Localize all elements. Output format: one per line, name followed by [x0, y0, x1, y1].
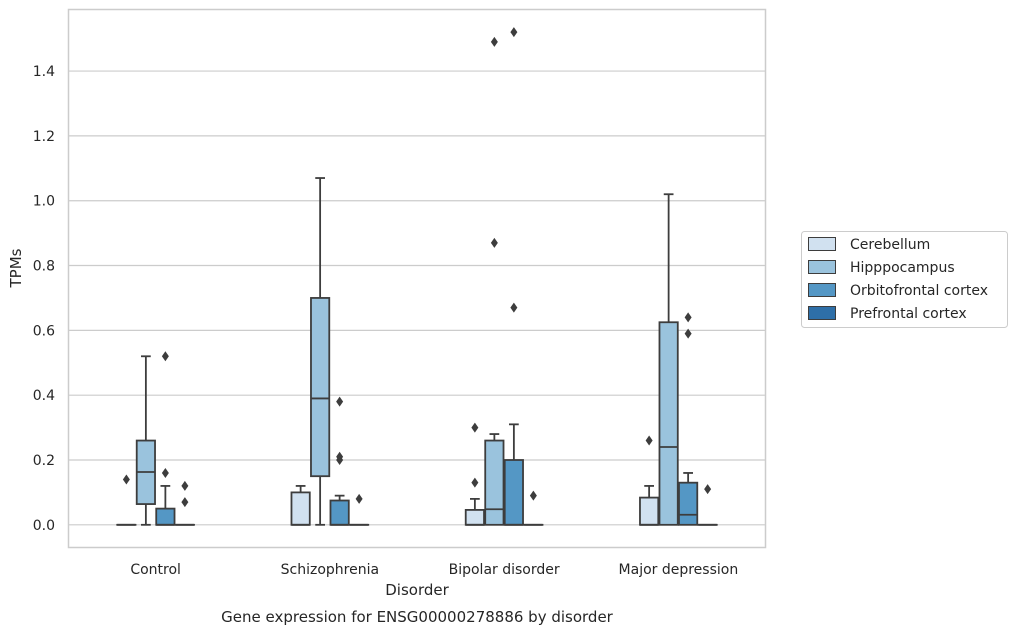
- box-hipppocampus: [484, 36, 505, 526]
- y-tick-label: 0.8: [33, 259, 55, 275]
- outlier-point: [684, 312, 692, 323]
- box-prefrontal-cortex: [349, 493, 370, 526]
- outlier-point: [336, 451, 344, 462]
- outlier-point: [122, 474, 130, 485]
- outlier-point: [336, 396, 344, 407]
- outlier-point: [490, 36, 498, 47]
- y-tick-label: 0.2: [33, 453, 55, 469]
- box-hipppocampus: [310, 177, 331, 526]
- box-cerebellum: [116, 474, 137, 526]
- chart-caption: Gene expression for ENSG00000278886 by d…: [221, 608, 614, 626]
- x-tick-label: Major depression: [619, 562, 739, 578]
- outlier-point: [161, 351, 169, 362]
- outlier-point: [181, 497, 189, 508]
- x-tick-label: Schizophrenia: [281, 562, 379, 578]
- outlier-point: [510, 27, 518, 38]
- legend-swatch: [808, 306, 836, 320]
- box-body: [464, 509, 485, 526]
- box-series: [116, 27, 718, 526]
- box-orbitofrontal-cortex: [155, 351, 176, 526]
- box-body: [155, 507, 176, 526]
- box-prefrontal-cortex: [523, 490, 544, 526]
- outlier-point: [471, 477, 479, 488]
- legend-label: Prefrontal cortex: [850, 306, 967, 322]
- box-orbitofrontal-cortex: [503, 27, 524, 526]
- legend-label: Orbitofrontal cortex: [850, 283, 988, 299]
- box-body: [678, 481, 699, 526]
- box-hipppocampus: [135, 355, 156, 526]
- y-tick-label: 0.0: [33, 518, 55, 534]
- outlier-point: [355, 493, 363, 504]
- x-tick-label: Bipolar disorder: [449, 562, 560, 578]
- y-tick-labels: 0.0 0.2 0.4 0.6 0.8 1.0 1.2 1.4: [33, 64, 55, 534]
- legend: Cerebellum Hipppocampus Orbitofrontal cort…: [801, 231, 1008, 328]
- box-prefrontal-cortex: [174, 480, 195, 526]
- box-body: [639, 496, 660, 526]
- box-body: [484, 439, 505, 526]
- y-tick-label: 0.6: [33, 323, 55, 339]
- outlier-point: [684, 328, 692, 339]
- y-tick-label: 1.0: [33, 194, 55, 210]
- legend-swatch: [808, 237, 836, 251]
- box-prefrontal-cortex: [697, 484, 718, 526]
- box-body: [329, 499, 350, 526]
- x-tick-labels: Control Schizophrenia Bipolar disorder Majo…: [130, 562, 738, 578]
- plot-frame: [67, 8, 767, 549]
- outlier-point: [490, 237, 498, 248]
- box-cerebellum: [290, 485, 311, 526]
- y-tick-label: 1.2: [33, 129, 55, 145]
- box-body: [658, 321, 679, 526]
- outlier-point: [529, 490, 537, 501]
- box-cerebellum: [639, 435, 660, 526]
- box-hipppocampus: [658, 193, 679, 526]
- outlier-point: [510, 302, 518, 313]
- box-body: [503, 459, 524, 526]
- x-axis-title: Disorder: [385, 581, 449, 599]
- y-tick-label: 0.4: [33, 388, 55, 404]
- box-cerebellum: [464, 422, 485, 526]
- y-axis-title: TPMs: [7, 248, 25, 288]
- outlier-point: [645, 435, 653, 446]
- y-tick-label: 1.4: [33, 64, 55, 80]
- legend-label: Hipppocampus: [850, 260, 955, 276]
- outlier-point: [181, 480, 189, 491]
- outlier-point: [161, 467, 169, 478]
- legend-swatch: [808, 260, 836, 274]
- box-orbitofrontal-cortex: [678, 312, 699, 526]
- x-tick-label: Control: [130, 562, 181, 578]
- outlier-point: [704, 484, 712, 495]
- box-body: [310, 297, 331, 478]
- box-body: [290, 491, 311, 526]
- outlier-point: [471, 422, 479, 433]
- legend-label: Cerebellum: [850, 237, 930, 253]
- legend-swatch: [808, 283, 836, 297]
- box-orbitofrontal-cortex: [329, 396, 350, 526]
- legend-frame: [801, 231, 1008, 328]
